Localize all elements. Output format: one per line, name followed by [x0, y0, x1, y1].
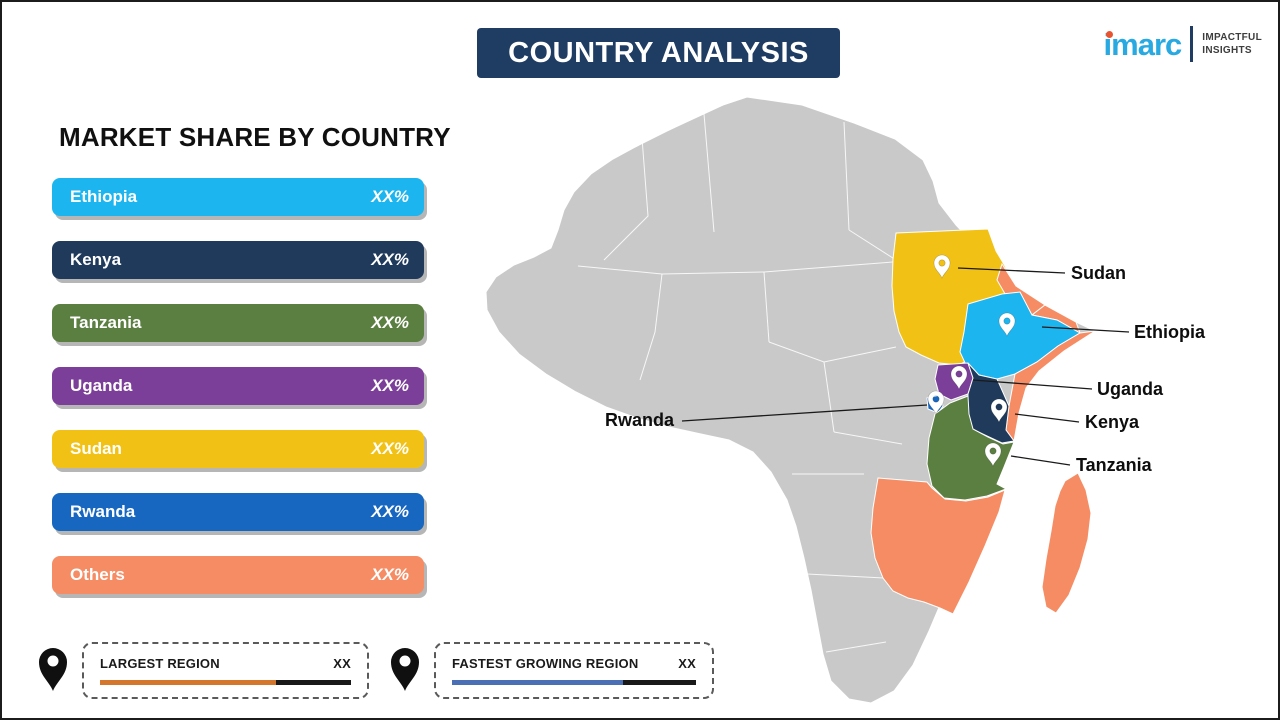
- brand-logo: imarc IMPACTFUL INSIGHTS: [1104, 26, 1262, 62]
- legend-fastest-box: FASTEST GROWING REGION XX: [434, 642, 714, 699]
- legend-fastest-label: FASTEST GROWING REGION: [452, 656, 639, 671]
- bar-label: Others: [70, 565, 125, 584]
- map-label-kenya: Kenya: [1085, 412, 1140, 432]
- leader-line-tanzania: [1010, 455, 1071, 466]
- brand-wordmark: imarc: [1103, 26, 1183, 62]
- bar-value: XX%: [371, 250, 409, 269]
- legend-largest-bar: [100, 680, 351, 685]
- brand-tagline: IMPACTFUL INSIGHTS: [1202, 32, 1262, 56]
- brand-text: imarc: [1103, 26, 1183, 62]
- bar-kenya: Kenya XX%: [52, 241, 424, 279]
- location-pin-icon: [391, 648, 419, 691]
- bar-value: XX%: [371, 565, 409, 584]
- country-shape-ethiopia: [959, 291, 1081, 380]
- country-shape-tanzania: [926, 395, 1015, 501]
- bar-value: XX%: [371, 439, 409, 458]
- page-title: COUNTRY ANALYSIS: [477, 28, 840, 78]
- leader-line-uganda: [972, 379, 1093, 390]
- leader-line-sudan: [957, 267, 1066, 274]
- bar-label: Sudan: [70, 439, 122, 458]
- brand-dot-icon: [1105, 30, 1113, 38]
- map-label-ethiopia: Ethiopia: [1134, 322, 1206, 342]
- bar-label: Ethiopia: [70, 187, 138, 206]
- country-shape-madagascar-others: [1041, 472, 1092, 614]
- legend-largest-label: LARGEST REGION: [100, 656, 220, 671]
- map-pin-ethiopia-icon: [998, 312, 1016, 337]
- bar-sudan: Sudan XX%: [52, 430, 424, 468]
- bar-label: Uganda: [70, 376, 133, 395]
- map-pin-tanzania-icon: [984, 442, 1002, 467]
- bar-value: XX%: [371, 502, 409, 521]
- legend-largest-box: LARGEST REGION XX: [82, 642, 369, 699]
- bar-rwanda: Rwanda XX%: [52, 493, 424, 531]
- bar-tanzania: Tanzania XX%: [52, 304, 424, 342]
- bar-value: XX%: [371, 313, 409, 332]
- legend-largest-region: LARGEST REGION XX: [36, 642, 369, 699]
- legend-fastest-bar: [452, 680, 696, 685]
- map-label-uganda: Uganda: [1097, 379, 1164, 399]
- bar-ethiopia: Ethiopia XX%: [52, 178, 424, 216]
- map-pin-kenya-icon: [990, 398, 1008, 423]
- legend-fastest-growing-region: FASTEST GROWING REGION XX: [388, 642, 714, 699]
- map-label-tanzania: Tanzania: [1076, 455, 1153, 475]
- location-pin-icon: [39, 648, 67, 691]
- bar-label: Rwanda: [70, 502, 136, 521]
- map-pin-rwanda-icon: [927, 390, 945, 415]
- bar-label: Tanzania: [70, 313, 142, 332]
- logo-divider: [1190, 26, 1194, 62]
- leader-line-kenya: [1014, 413, 1080, 423]
- chart-title: MARKET SHARE BY COUNTRY: [59, 122, 451, 152]
- bar-label: Kenya: [70, 250, 122, 269]
- map-label-sudan: Sudan: [1071, 263, 1126, 283]
- map-label-rwanda: Rwanda: [605, 410, 675, 430]
- legend-fastest-value: XX: [678, 656, 696, 671]
- country-borders: [577, 113, 903, 653]
- leader-line-rwanda: [681, 404, 928, 422]
- map-pin-uganda-icon: [950, 365, 968, 390]
- map-pin-sudan-icon: [933, 254, 951, 279]
- legend-largest-value: XX: [333, 656, 351, 671]
- bar-others: Others XX%: [52, 556, 424, 594]
- leader-lines: [681, 267, 1130, 466]
- bar-value: XX%: [371, 376, 409, 395]
- leader-line-ethiopia: [1041, 326, 1130, 333]
- country-shape-southern-others: [870, 477, 1006, 615]
- bar-value: XX%: [371, 187, 409, 206]
- bar-uganda: Uganda XX%: [52, 367, 424, 405]
- market-share-bars: Ethiopia XX% Kenya XX% Tanzania XX% Ugan…: [52, 178, 424, 619]
